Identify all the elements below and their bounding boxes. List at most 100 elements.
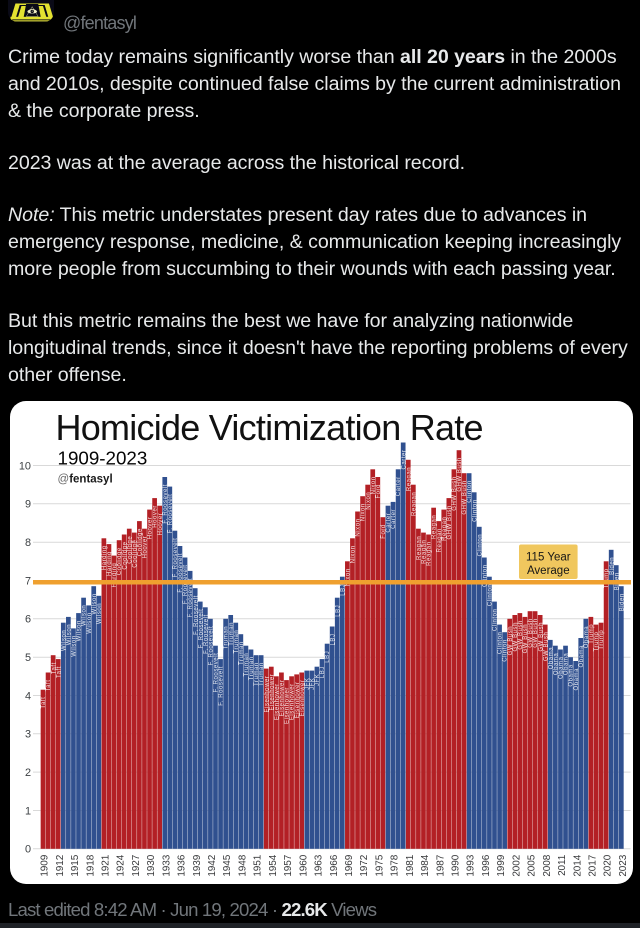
svg-text:Clinton: Clinton (498, 632, 504, 655)
svg-text:1924: 1924 (116, 854, 127, 876)
svg-text:Clinton: Clinton (503, 639, 509, 662)
svg-text:Obama: Obama (548, 647, 554, 670)
svg-text:GW Bush: GW Bush (528, 618, 534, 648)
svg-text:Hoover: Hoover (153, 505, 159, 528)
svg-text:Hoover: Hoover (143, 536, 149, 559)
svg-text:Taft: Taft (41, 697, 47, 709)
svg-text:Harding: Harding (102, 545, 108, 570)
svg-text:Trump: Trump (589, 624, 595, 644)
svg-text:1939: 1939 (192, 854, 203, 876)
svg-text:1951: 1951 (253, 854, 264, 876)
svg-text:Obama: Obama (559, 656, 565, 679)
svg-text:2014: 2014 (572, 854, 583, 876)
svg-text:JFK: JFK (305, 678, 311, 690)
svg-text:Nixon: Nixon (366, 492, 372, 510)
svg-text:F. Roosevelt: F. Roosevelt (168, 494, 174, 534)
svg-text:Eisenhower: Eisenhower (269, 674, 275, 711)
svg-text:Truman: Truman (229, 622, 235, 646)
svg-text:Carter: Carter (391, 509, 397, 529)
svg-text:Clinton: Clinton (488, 584, 494, 607)
svg-text:GW Bush: GW Bush (538, 622, 544, 652)
svg-text:0: 0 (25, 844, 31, 856)
svg-text:1927: 1927 (131, 854, 142, 876)
svg-text:1993: 1993 (466, 854, 477, 876)
svg-text:7: 7 (25, 575, 31, 587)
svg-text:1912: 1912 (55, 854, 66, 876)
svg-text:F. Roosevelt: F. Roosevelt (203, 614, 209, 654)
svg-text:1996: 1996 (481, 854, 492, 876)
svg-text:2: 2 (25, 767, 31, 779)
svg-text:Coolidge: Coolidge (137, 528, 143, 556)
svg-text:1969: 1969 (344, 854, 355, 876)
svg-text:1945: 1945 (222, 854, 233, 876)
svg-text:Wilson: Wilson (87, 612, 93, 633)
svg-text:Eisenhower: Eisenhower (274, 683, 280, 720)
svg-text:1960: 1960 (298, 854, 309, 876)
svg-text:115 Year: 115 Year (526, 551, 571, 563)
svg-text:LBJ: LBJ (320, 666, 326, 678)
svg-text:Clinton: Clinton (482, 565, 488, 588)
svg-text:2011: 2011 (557, 854, 568, 876)
svg-text:GW Bush: GW Bush (523, 624, 529, 654)
svg-text:Trump: Trump (599, 630, 605, 650)
svg-text:2020: 2020 (603, 854, 614, 876)
svg-text:Wilson: Wilson (61, 630, 67, 651)
svg-text:1972: 1972 (359, 854, 370, 876)
svg-text:Obama: Obama (569, 664, 575, 687)
svg-text:Taft: Taft (46, 680, 52, 692)
svg-text:Trump: Trump (594, 631, 600, 651)
svg-text:1933: 1933 (161, 854, 172, 876)
svg-text:Truman: Truman (249, 657, 255, 681)
svg-text:Reagan: Reagan (442, 517, 448, 541)
svg-text:Obama: Obama (584, 626, 590, 649)
svg-text:Eisenhower: Eisenhower (264, 676, 270, 713)
svg-text:GHW Bush: GHW Bush (447, 505, 453, 539)
svg-text:Clinton: Clinton (493, 609, 499, 632)
svg-text:Wilson: Wilson (92, 593, 98, 614)
svg-text:2017: 2017 (587, 854, 598, 876)
svg-text:1990: 1990 (451, 854, 462, 876)
svg-text:F. Roosevelt: F. Roosevelt (198, 609, 204, 649)
svg-text:LBJ: LBJ (325, 651, 331, 663)
svg-text:F. Roosevelt: F. Roosevelt (219, 666, 225, 706)
svg-text:Coolidge: Coolidge (132, 539, 138, 567)
svg-text:Truman: Truman (224, 626, 230, 650)
svg-text:2023: 2023 (618, 854, 629, 876)
svg-text:1957: 1957 (283, 854, 294, 876)
svg-text:JFK: JFK (315, 674, 321, 686)
svg-text:JFK: JFK (310, 678, 316, 690)
svg-text:Reagan: Reagan (406, 467, 412, 491)
svg-text:F. Roosevelt: F. Roosevelt (178, 553, 184, 593)
svg-text:Clinton: Clinton (472, 499, 478, 522)
svg-text:Hoover: Hoover (158, 513, 164, 536)
svg-text:Biden: Biden (619, 593, 625, 611)
svg-text:Wilson: Wilson (82, 605, 88, 626)
svg-text:Coolidge: Coolidge (122, 541, 128, 569)
svg-text:Nixon: Nixon (345, 568, 351, 586)
svg-text:F. Roosevelt: F. Roosevelt (163, 484, 169, 524)
svg-text:Clinton: Clinton (467, 480, 473, 503)
svg-text:LBJ: LBJ (330, 634, 336, 646)
svg-text:GHW Bush: GHW Bush (457, 457, 463, 491)
svg-text:F. Roosevelt: F. Roosevelt (214, 653, 220, 693)
svg-text:Taft: Taft (51, 662, 57, 674)
svg-text:Obama: Obama (579, 645, 585, 668)
svg-text:1966: 1966 (329, 854, 340, 876)
svg-text:1930: 1930 (146, 854, 157, 876)
svg-text:GW Bush: GW Bush (543, 632, 549, 662)
svg-text:1: 1 (25, 805, 31, 817)
svg-text:Eisenhower: Eisenhower (300, 680, 306, 717)
svg-text:F. Roosevelt: F. Roosevelt (193, 595, 199, 635)
svg-text:Ford: Ford (376, 484, 382, 499)
svg-text:9: 9 (25, 499, 31, 511)
svg-text:Nixon: Nixon (356, 519, 362, 537)
svg-text:Carter: Carter (396, 476, 402, 496)
svg-text:1948: 1948 (237, 854, 248, 876)
svg-text:Wilson: Wilson (66, 624, 72, 645)
svg-text:4: 4 (25, 690, 31, 702)
svg-text:1915: 1915 (70, 854, 81, 876)
svg-text:1954: 1954 (268, 854, 279, 876)
svg-text:Reagan: Reagan (437, 528, 443, 552)
svg-text:Taft: Taft (56, 666, 62, 678)
svg-text:1987: 1987 (435, 854, 446, 876)
